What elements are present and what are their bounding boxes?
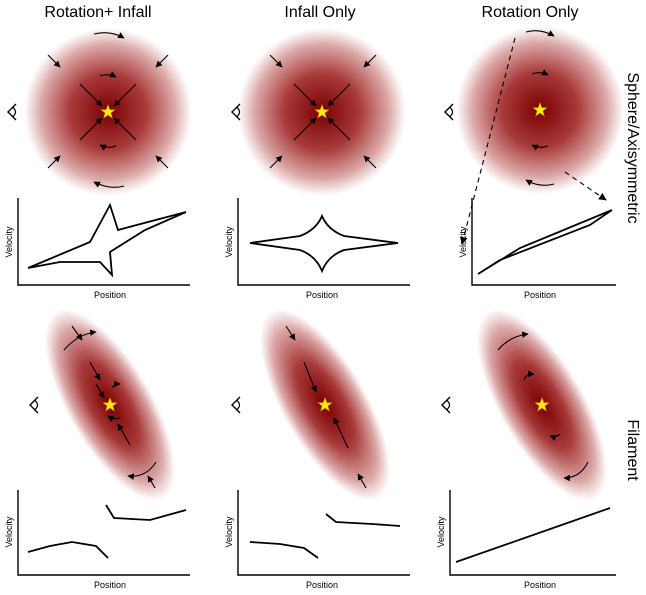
infall-arrow-icon [117,423,131,446]
rotation-arrow-icon [107,415,121,423]
infall-arrow-icon [293,117,317,141]
x-axis-label: Position [306,290,338,300]
panel-sphere-rotation-infall [7,28,192,196]
pv-axes [17,198,190,286]
pv-plot-sphere-rotation-infall: Velocity Position [4,198,190,300]
rotation-arrow-icon [127,461,157,480]
y-axis-label: Velocity [224,226,234,258]
infall-arrow-icon [269,54,283,68]
rotation-arrow-icon [99,71,117,78]
infall-arrow-icon [327,117,351,141]
column-title-infall-only: Infall Only [284,4,355,21]
x-axis-label: Position [524,580,556,590]
infall-arrow-icon [95,383,105,399]
y-axis-label: Velocity [4,226,14,258]
panel-filament-rotation-infall [29,309,176,501]
infall-arrow-icon [303,361,317,393]
x-axis-label: Position [94,290,126,300]
x-axis-label: Position [94,580,126,590]
observer-eye-icon [444,103,454,121]
panel-sphere-infall-only [231,28,406,196]
observer-eye-icon [231,396,241,414]
x-axis-label: Position [306,580,338,590]
row-label-sphere: Sphere/Axisymmetric [624,72,641,223]
pv-axes [237,490,410,576]
row-label-filament: Filament [624,419,641,481]
rotation-arrow-icon [531,69,549,76]
pv-axes [449,490,616,576]
infall-arrow-icon [79,83,103,107]
infall-arrow-icon [113,83,137,107]
pv-plot-filament-infall-only: Velocity Position [224,490,410,590]
pv-curve [27,202,187,278]
pv-plot-sphere-infall-only: Velocity Position [224,198,410,300]
infall-arrow-icon [285,325,296,341]
pv-curve [105,504,187,521]
rotation-arrow-icon [563,461,589,482]
rotation-arrow-icon [525,179,555,186]
pv-axes [17,490,190,576]
infall-arrow-icon [71,325,83,341]
infall-arrow-icon [293,83,317,107]
rotation-arrow-icon [93,32,125,39]
pv-curve [455,507,611,563]
observer-eye-icon [29,396,39,414]
infall-arrow-icon [327,83,351,107]
infall-arrow-icon [363,155,377,169]
panel-filament-infall-only [231,309,391,501]
infall-arrow-icon [47,155,61,169]
column-title-rotation-only: Rotation Only [482,4,579,21]
pv-plot-filament-rotation-only: Velocity Position [436,490,616,590]
x-axis-label: Position [524,290,556,300]
pv-curve [325,513,401,527]
rotation-arrow-icon [549,433,561,442]
infall-arrow-icon [89,361,101,381]
infall-arrow-icon [155,155,169,169]
column-title-rotation-infall: Rotation+ Infall [44,4,151,21]
infall-arrow-icon [357,473,367,489]
y-axis-label: Velocity [458,226,468,258]
pv-curve [27,541,109,559]
rotation-arrow-icon [531,144,549,151]
infall-arrow-icon [47,54,61,68]
infall-arrow-icon [363,54,377,68]
infall-arrow-icon [79,117,103,141]
observer-eye-icon [441,396,451,414]
pv-axes [237,198,410,286]
y-axis-label: Velocity [4,516,14,548]
panel-filament-rotation-only [441,309,608,501]
observer-eye-icon [7,103,17,121]
pv-plot-sphere-rotation-only: Velocity Position [458,198,616,300]
rotation-arrow-icon [525,30,555,37]
infall-arrow-icon [269,155,283,169]
y-axis-label: Velocity [224,516,234,548]
pv-curve [249,541,319,559]
rotation-arrow-icon [111,380,121,389]
rotation-arrow-icon [523,370,535,381]
infall-arrow-icon [155,54,169,68]
pv-curve [249,213,399,274]
y-axis-label: Velocity [436,516,446,548]
rotation-arrow-icon [497,331,529,351]
rotation-arrow-icon [99,144,117,151]
pv-curve [477,209,613,275]
pv-axes [471,198,616,286]
rotation-arrow-icon [93,181,125,188]
rotation-arrow-icon [63,329,97,351]
panel-sphere-rotation-only [444,26,624,245]
infall-arrow-icon [147,475,156,489]
pv-plot-filament-rotation-infall: Velocity Position [4,490,190,590]
infall-arrow-icon [113,117,137,141]
infall-arrow-icon [333,417,349,449]
